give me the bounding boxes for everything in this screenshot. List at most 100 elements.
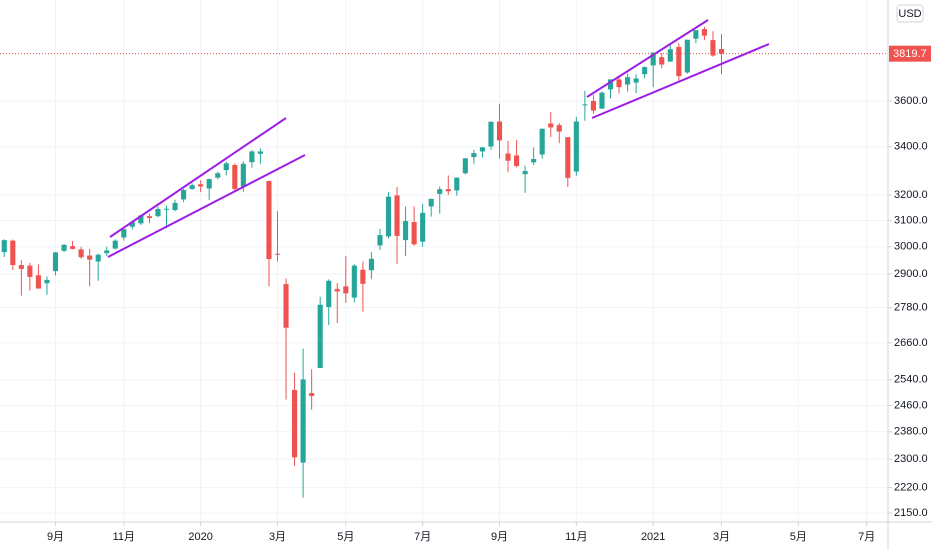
candle-body — [454, 177, 460, 191]
candle-body — [565, 137, 571, 178]
candle-body — [650, 52, 656, 66]
candle-body — [693, 30, 699, 39]
trend-line — [591, 43, 770, 119]
y-tick-label: 2150.0 — [894, 507, 928, 519]
candle-body — [317, 304, 323, 368]
candle-body — [514, 155, 520, 166]
candle-body — [215, 173, 221, 178]
candle-body — [599, 92, 605, 109]
x-tick-label: 7月 — [858, 531, 875, 543]
x-tick-label: 11月 — [565, 531, 587, 543]
candle-body — [667, 49, 673, 62]
axes: 2150.0 2220.0 2300.0 2380.0 2460.0 2540.0 2660… — [0, 45, 931, 543]
candle-body — [368, 258, 374, 271]
candle-body — [505, 153, 511, 161]
candle-body — [420, 212, 426, 242]
candle-body — [462, 158, 468, 174]
candle-body — [18, 265, 24, 269]
candle-body — [582, 104, 588, 106]
candle-body — [10, 240, 16, 266]
y-tick-label: 3000.0 — [894, 241, 928, 253]
candle-body — [531, 159, 537, 163]
candle-body — [181, 189, 187, 200]
candle-body — [343, 286, 349, 294]
candle-body — [146, 216, 152, 218]
candle-body — [300, 379, 306, 463]
candle-body — [522, 171, 528, 175]
x-tick-label: 5月 — [790, 531, 807, 543]
y-tick-label: 2900.0 — [894, 268, 928, 280]
currency-box[interactable] — [896, 4, 924, 23]
candle-body — [556, 125, 562, 132]
candle-body — [266, 181, 272, 260]
candle-body — [445, 189, 451, 192]
candle-body — [437, 189, 443, 194]
candle-body — [309, 393, 315, 397]
candle-body — [385, 196, 392, 237]
candle-body — [573, 121, 579, 172]
currency[interactable]: USD — [898, 8, 921, 20]
candle-body — [121, 229, 127, 238]
candle-body — [334, 288, 340, 292]
candle-body — [479, 147, 485, 152]
candle-body — [642, 67, 648, 75]
candle-body — [138, 215, 144, 224]
candle-body — [35, 275, 41, 289]
candle-body — [249, 151, 255, 163]
candle-body — [377, 235, 383, 246]
candle-body — [292, 389, 298, 458]
candle-body — [676, 46, 682, 77]
candle-body — [257, 151, 263, 154]
candle-body — [411, 222, 417, 245]
candle-body — [223, 163, 229, 171]
candle-body — [428, 198, 434, 207]
y-tick-label: 2460.0 — [894, 399, 928, 411]
candle-body — [52, 252, 59, 272]
candle-body — [61, 244, 67, 251]
y-tick-label: 3400.0 — [894, 141, 928, 153]
candle-body — [163, 208, 170, 210]
candle-body — [206, 179, 212, 189]
y-tick-label: 2660.0 — [894, 337, 928, 349]
x-tick-label: 9月 — [491, 531, 508, 543]
candle-body — [78, 249, 84, 258]
candle-body — [198, 184, 204, 187]
candle-body — [232, 165, 238, 189]
candle-body — [104, 250, 110, 254]
candle-body — [633, 78, 639, 83]
y-tick-label: 3100.0 — [894, 214, 928, 226]
candle-body — [488, 121, 494, 147]
candles — [1, 26, 725, 498]
candle-body — [701, 29, 707, 36]
trend-lines — [107, 19, 770, 258]
candle-body — [172, 202, 178, 211]
x-tick-label: 2021 — [641, 531, 665, 543]
x-tick-label: 3月 — [269, 531, 286, 543]
candle-body — [659, 57, 665, 65]
candle-body — [590, 101, 596, 111]
y-tick-label: 2380.0 — [894, 426, 928, 438]
grid — [0, 0, 888, 522]
candle-body — [539, 128, 545, 155]
candle-body — [394, 195, 400, 236]
candle-body — [607, 79, 614, 90]
y-tick-label: 2220.0 — [894, 481, 928, 493]
candle-body — [274, 253, 281, 255]
x-tick-label: 2020 — [188, 531, 212, 543]
x-tick-label: 9月 — [47, 531, 64, 543]
candle-body — [240, 163, 246, 187]
trend-line — [109, 117, 287, 238]
x-tick-label: 3月 — [713, 531, 730, 543]
x-tick-label: 5月 — [337, 531, 354, 543]
candle-body — [471, 153, 477, 158]
candle-body — [326, 280, 332, 308]
candle-body — [27, 265, 33, 277]
x-tick-label: 11月 — [113, 531, 135, 543]
candle-body — [44, 279, 50, 284]
trend-line — [107, 154, 306, 258]
y-tick-label: 3200.0 — [894, 189, 928, 201]
candle-body — [189, 185, 195, 189]
candle-body — [360, 269, 366, 284]
candle-body — [718, 49, 725, 54]
